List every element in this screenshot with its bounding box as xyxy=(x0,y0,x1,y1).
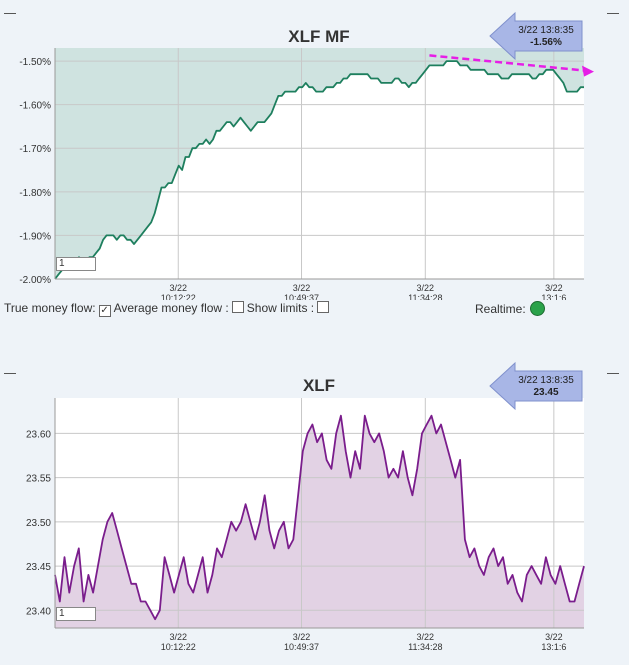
x-tick-time: 10:12:22 xyxy=(161,642,196,652)
trend-arrow-head xyxy=(582,65,594,77)
minimize-dash[interactable] xyxy=(607,373,619,374)
avg-mf-label: Average money flow : xyxy=(113,301,229,315)
avg-mf-checkbox[interactable] xyxy=(231,301,244,313)
x-tick-date: 3/22 xyxy=(545,632,563,642)
callout: 3/22 13:8:35 23.45 xyxy=(489,361,583,411)
series-line xyxy=(54,414,585,621)
x-tick-time: 11:34:28 xyxy=(408,293,442,300)
options-bar: True money flow: ✓ Average money flow : Sho… xyxy=(4,301,332,317)
y-tick-label: 23.50 xyxy=(26,518,51,529)
y-tick-label: -1.50% xyxy=(19,57,51,68)
period-input[interactable]: 1 xyxy=(56,607,96,621)
y-tick-label: -2.00% xyxy=(19,275,51,286)
price-panel: XLF 23.60 23.55 23.50 23.45 23.40 3/22 10:12:2… xyxy=(0,360,629,665)
y-tick-label: -1.70% xyxy=(19,144,51,155)
period-input[interactable]: 1 xyxy=(56,257,96,271)
y-tick-label: 23.40 xyxy=(26,606,51,617)
minimize-dash[interactable] xyxy=(607,13,619,14)
x-tick-date: 3/22 xyxy=(169,632,187,642)
true-mf-checkbox[interactable]: ✓ xyxy=(98,305,111,317)
y-tick-label: -1.90% xyxy=(19,231,51,242)
callout-value: -1.56% xyxy=(530,37,562,48)
x-tick-date: 3/22 xyxy=(169,283,187,293)
chart-title: XLF MF xyxy=(288,27,349,46)
true-mf-label: True money flow: xyxy=(4,301,96,315)
x-tick-time: 13:1:6 xyxy=(541,642,566,652)
callout: 3/22 13:8:35 -1.56% xyxy=(489,11,583,61)
x-tick-date: 3/22 xyxy=(417,283,435,293)
x-tick-date: 3/22 xyxy=(545,283,563,293)
callout-time: 3/22 13:8:35 xyxy=(518,25,574,36)
y-tick-label: 23.60 xyxy=(26,429,51,440)
realtime-indicator: Realtime: xyxy=(475,301,545,316)
price-chart: XLF 23.6023.5523.5023.4523.403/2210:12:2… xyxy=(26,361,585,652)
y-tick-label: 23.45 xyxy=(26,562,51,573)
minimize-dash[interactable] xyxy=(4,373,16,374)
y-tick-label: -1.60% xyxy=(19,101,51,112)
x-tick-date: 3/22 xyxy=(417,632,435,642)
show-limits-label: Show limits : xyxy=(246,301,315,315)
chart-title: XLF xyxy=(303,376,335,395)
show-limits-checkbox[interactable] xyxy=(317,301,330,313)
minimize-dash[interactable] xyxy=(4,13,16,14)
callout-arrow-shape xyxy=(489,11,583,61)
callout-arrow-shape xyxy=(489,361,583,411)
realtime-label: Realtime: xyxy=(475,302,526,316)
y-tick-label: 23.55 xyxy=(26,474,51,485)
x-tick-time: 10:49:37 xyxy=(284,642,319,652)
area-fill xyxy=(55,48,584,279)
money-flow-chart: XLF MF -1.50% -1.60% -1.70% -1.80% -1.90% -2.… xyxy=(19,11,594,300)
x-tick-time: 10:12:22 xyxy=(161,293,196,300)
series-line xyxy=(54,60,584,280)
y-tick-label: -1.80% xyxy=(19,188,51,199)
money-flow-panel: XLF MF -1.50% -1.60% -1.70% -1.80% -1.90% -2.… xyxy=(0,0,629,330)
realtime-status-icon[interactable] xyxy=(529,301,545,316)
x-tick-date: 3/22 xyxy=(293,283,311,293)
x-tick-time: 10:49:37 xyxy=(284,293,319,300)
callout-value: 23.45 xyxy=(533,387,558,398)
x-tick-time: 13:1:6 xyxy=(541,293,566,300)
trend-arrow-line xyxy=(429,54,587,72)
x-tick-date: 3/22 xyxy=(293,632,311,642)
x-tick-time: 11:34:28 xyxy=(408,642,442,652)
callout-time: 3/22 13:8:35 xyxy=(518,375,574,386)
